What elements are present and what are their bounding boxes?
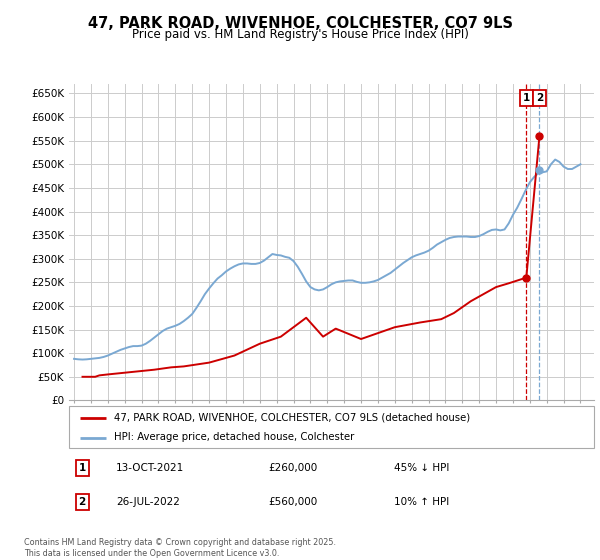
Text: Price paid vs. HM Land Registry's House Price Index (HPI): Price paid vs. HM Land Registry's House … [131,28,469,41]
Text: 47, PARK ROAD, WIVENHOE, COLCHESTER, CO7 9LS: 47, PARK ROAD, WIVENHOE, COLCHESTER, CO7… [88,16,512,31]
Text: 47, PARK ROAD, WIVENHOE, COLCHESTER, CO7 9LS (detached house): 47, PARK ROAD, WIVENHOE, COLCHESTER, CO7… [113,413,470,423]
Text: Contains HM Land Registry data © Crown copyright and database right 2025.
This d: Contains HM Land Registry data © Crown c… [24,538,336,558]
Text: 2: 2 [536,93,543,103]
Text: 13-OCT-2021: 13-OCT-2021 [116,463,185,473]
Text: 26-JUL-2022: 26-JUL-2022 [116,497,180,507]
Text: 2: 2 [79,497,86,507]
Text: 1: 1 [523,93,530,103]
Text: £560,000: £560,000 [269,497,318,507]
Text: 10% ↑ HPI: 10% ↑ HPI [395,497,450,507]
Text: £260,000: £260,000 [269,463,318,473]
Text: 1: 1 [79,463,86,473]
Text: 45% ↓ HPI: 45% ↓ HPI [395,463,450,473]
Text: HPI: Average price, detached house, Colchester: HPI: Average price, detached house, Colc… [113,432,354,442]
FancyBboxPatch shape [69,406,594,448]
